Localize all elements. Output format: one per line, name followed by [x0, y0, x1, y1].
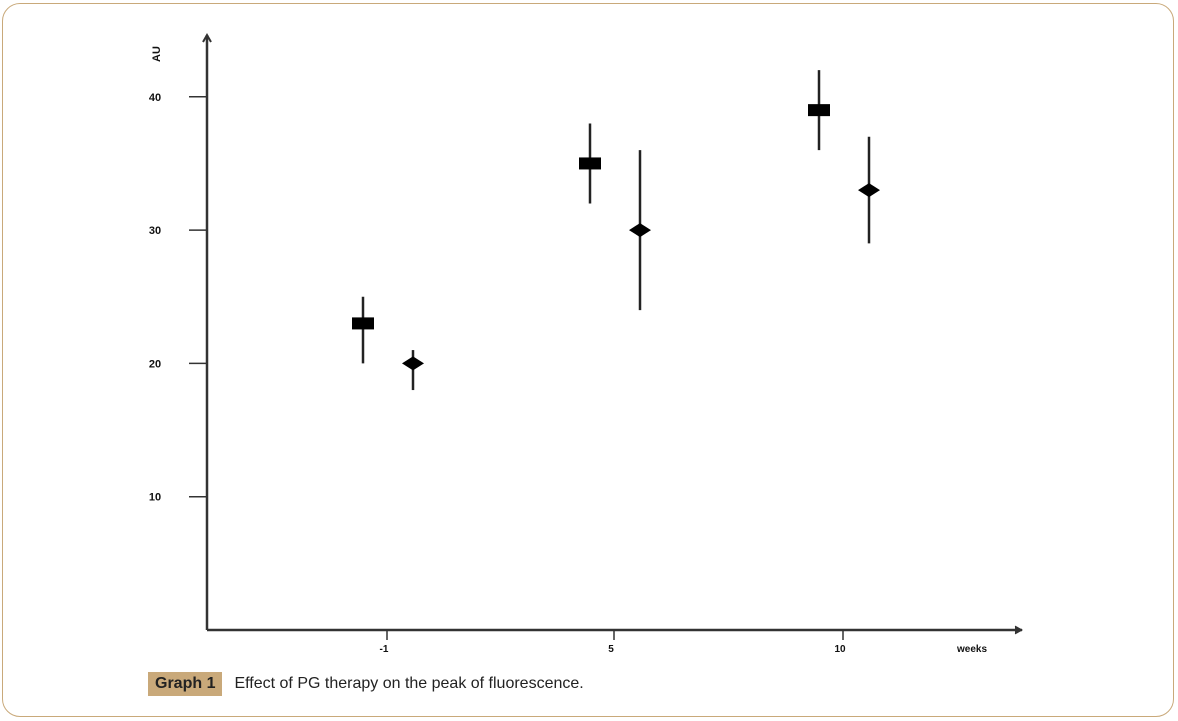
data-point-diamond — [858, 183, 880, 198]
figure-caption: Graph 1 Effect of PG therapy on the peak… — [148, 671, 584, 697]
y-tick-label: 40 — [149, 92, 161, 104]
caption-text: Effect of PG therapy on the peak of fluo… — [234, 675, 584, 692]
x-tick-label: -1 — [380, 644, 389, 655]
data-point-diamond — [629, 223, 651, 238]
x-axis-label: weeks — [956, 644, 987, 655]
x-tick-label: 5 — [608, 644, 614, 655]
data-point-square — [579, 157, 601, 170]
y-axis-arrow — [202, 32, 212, 43]
y-axis-label: AU — [151, 46, 163, 62]
data-point-diamond — [402, 356, 424, 371]
caption-label: Graph 1 — [148, 672, 223, 696]
x-axis-arrow — [1014, 625, 1024, 635]
y-tick-label: 20 — [149, 358, 161, 370]
figure-frame — [2, 3, 1174, 717]
y-tick-label: 10 — [149, 492, 161, 504]
data-point-square — [352, 317, 374, 330]
x-tick-label: 10 — [834, 644, 846, 655]
y-tick-label: 30 — [149, 225, 161, 237]
data-point-square — [808, 104, 830, 117]
